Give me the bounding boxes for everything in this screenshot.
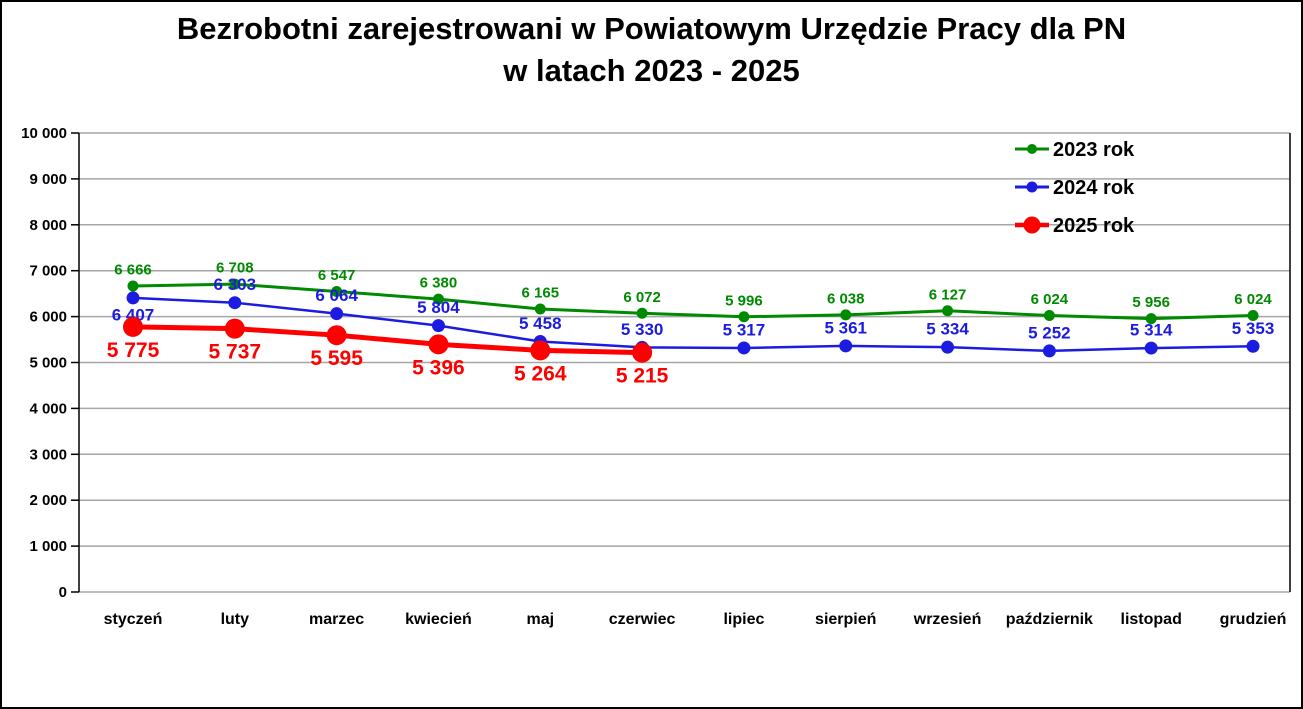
data-point-2023-rok-5 [636,307,648,319]
x-axis-label-listopad: listopad [1121,611,1182,628]
data-label-2024-rok-4: 5 458 [519,314,562,333]
x-axis-label-luty: luty [221,611,250,628]
y-axis-tick-label: 4 000 [29,400,67,417]
x-axis-label-maj: maj [526,611,554,628]
data-label-2023-rok-3: 6 380 [420,275,458,292]
data-label-2023-rok-9: 6 024 [1031,291,1069,308]
data-label-2024-rok-7: 5 361 [824,318,867,337]
y-axis-tick-label: 1 000 [29,538,67,555]
data-label-2025-rok-1: 5 737 [209,341,262,364]
data-point-2025-rok-5 [632,342,653,363]
data-point-2023-rok-0 [127,280,139,292]
data-point-2024-rok-11 [1246,339,1260,353]
data-label-2023-rok-11: 6 024 [1234,291,1272,308]
data-point-2023-rok-8 [942,305,954,317]
x-axis-label-kwiecień: kwiecień [405,611,472,628]
y-axis-tick-label: 8 000 [29,217,67,234]
data-label-2023-rok-0: 6 666 [114,262,152,279]
x-axis-label-lipiec: lipiec [723,611,764,628]
data-label-2024-rok-5: 5 330 [621,320,664,339]
data-point-2023-rok-4 [534,303,546,315]
data-label-2024-rok-10: 5 314 [1130,321,1173,340]
data-point-2025-rok-4 [530,340,551,361]
x-axis-label-październik: październik [1006,611,1093,628]
data-label-2023-rok-2: 6 547 [318,267,356,284]
data-point-2025-rok-1 [224,318,245,339]
data-label-2024-rok-11: 5 353 [1232,319,1275,338]
legend-label-2023-rok: 2023 rok [1053,139,1135,161]
data-label-2023-rok-1: 6 708 [216,260,254,277]
data-point-2025-rok-2 [326,325,347,346]
y-axis-tick-label: 7 000 [29,263,67,280]
data-label-2024-rok-6: 5 317 [723,320,766,339]
data-point-2024-rok-7 [839,339,853,353]
data-point-2024-rok-2 [330,307,344,321]
data-point-2023-rok-6 [738,311,750,323]
x-axis-label-sierpień: sierpień [815,611,876,628]
series-line-2025-rok [132,324,643,356]
chart-title-line1: Bezrobotni zarejestrowani w Powiatowym U… [176,11,1127,46]
data-point-2024-rok-8 [941,340,955,354]
x-axis-label-styczeń: styczeń [104,611,163,628]
y-axis-tick-label: 5 000 [29,355,67,372]
data-label-2023-rok-8: 6 127 [929,286,967,303]
series-line-2024-rok [132,296,1254,353]
data-point-2023-rok-1 [229,278,241,290]
data-label-2023-rok-5: 6 072 [623,289,661,306]
data-label-2025-rok-0: 5 775 [107,339,160,362]
data-point-2024-rok-0 [126,291,140,305]
y-axis-tick-label: 2 000 [29,492,67,509]
x-axis-label-marzec: marzec [309,611,364,628]
data-label-2023-rok-6: 5 996 [725,292,763,309]
y-axis-tick-label: 6 000 [29,309,67,326]
legend-marker-dot-2023-rok [1027,144,1037,154]
data-point-2023-rok-2 [331,285,343,297]
data-point-2024-rok-3 [431,319,445,333]
chart-title-line2: w latach 2023 - 2025 [503,53,800,88]
data-label-2023-rok-10: 5 956 [1132,294,1170,311]
data-point-2023-rok-10 [1145,313,1157,325]
data-label-2024-rok-8: 5 334 [926,320,969,339]
data-label-2024-rok-1: 6 303 [214,275,257,294]
data-point-2024-rok-6 [737,341,751,355]
data-label-2024-rok-3: 5 804 [417,298,460,317]
y-axis-tick-label: 3 000 [29,446,67,463]
data-label-2025-rok-2: 5 595 [310,347,363,370]
data-point-2023-rok-3 [432,293,444,305]
data-point-2025-rok-0 [123,316,143,337]
legend-label-2024-rok: 2024 rok [1053,177,1135,199]
data-point-2024-rok-1 [228,296,242,310]
legend-marker-dot-2025-rok [1023,216,1041,234]
data-point-2023-rok-11 [1247,309,1259,321]
y-axis-tick-label: 0 [59,584,67,601]
data-point-2024-rok-9 [1042,344,1056,358]
chart-title: Bezrobotni zarejestrowani w Powiatowym U… [2,8,1301,92]
data-label-2025-rok-5: 5 215 [616,365,669,388]
data-label-2023-rok-4: 6 165 [522,285,560,302]
x-axis-label-grudzień: grudzień [1220,611,1287,628]
legend-label-2025-rok: 2025 rok [1053,215,1135,237]
series-line-2023-rok [132,282,1254,321]
data-point-2023-rok-7 [840,309,852,321]
data-label-2025-rok-3: 5 396 [412,356,465,379]
legend-marker-dot-2024-rok [1026,181,1038,193]
x-axis-label-wrzesień: wrzesień [913,611,982,628]
data-point-2024-rok-10 [1144,341,1158,355]
x-axis-label-czerwiec: czerwiec [609,611,676,628]
data-point-2025-rok-3 [428,334,449,355]
data-label-2024-rok-0: 6 407 [112,306,155,325]
data-point-2023-rok-9 [1043,309,1055,321]
y-axis-tick-label: 9 000 [29,171,67,188]
data-label-2024-rok-9: 5 252 [1028,323,1071,342]
data-label-2023-rok-7: 6 038 [827,290,865,307]
data-label-2024-rok-2: 6 064 [315,286,358,305]
y-axis-tick-label: 10 000 [21,125,67,142]
data-label-2025-rok-4: 5 264 [514,362,567,385]
